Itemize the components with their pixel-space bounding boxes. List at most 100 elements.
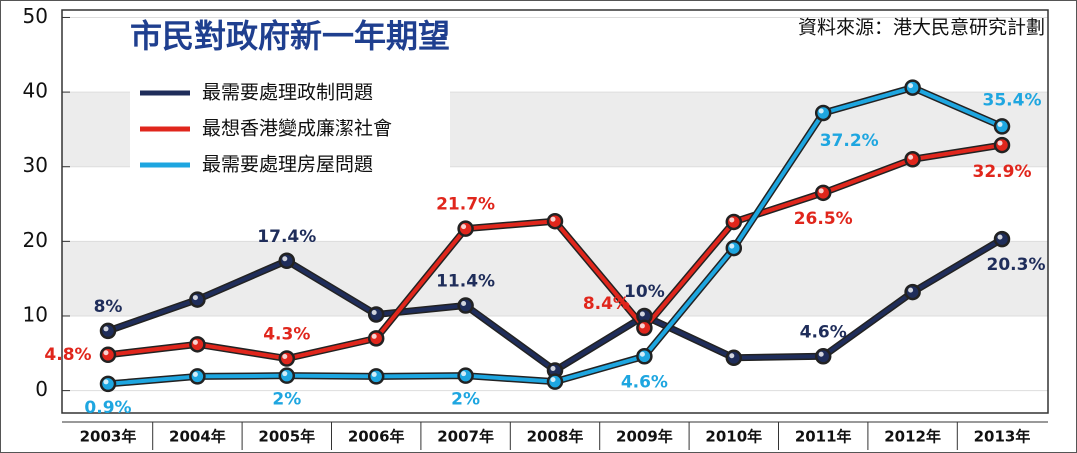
point-highlight	[997, 121, 1003, 127]
plot-frame	[61, 9, 1049, 414]
y-tick-label: 0	[35, 377, 48, 401]
point	[904, 79, 921, 96]
point	[457, 220, 474, 237]
point-highlight	[550, 377, 556, 383]
point-highlight	[818, 188, 824, 194]
value-label: 4.6%	[621, 372, 668, 392]
point-highlight	[818, 108, 824, 114]
x-tick-label: 2009年	[616, 428, 673, 446]
point	[546, 212, 564, 230]
point	[636, 348, 653, 365]
value-label: 8%	[94, 297, 123, 317]
point-highlight	[461, 371, 467, 377]
band	[62, 241, 1048, 316]
point-highlight	[461, 301, 467, 307]
value-label: 17.4%	[257, 227, 316, 247]
point	[993, 136, 1011, 154]
x-tick-label: 2004年	[169, 428, 226, 446]
point-highlight	[192, 371, 198, 377]
point	[993, 230, 1011, 248]
point-highlight	[282, 371, 288, 377]
point	[993, 118, 1011, 135]
point	[278, 252, 296, 270]
point	[814, 104, 832, 122]
point-highlight	[639, 323, 645, 329]
point-highlight	[192, 295, 198, 301]
point	[99, 322, 117, 340]
point-highlight	[729, 353, 735, 359]
value-label: 32.9%	[973, 162, 1032, 182]
point	[904, 283, 921, 301]
point-highlight	[371, 333, 377, 339]
source: 資料來源：港大民意研究計劃	[798, 17, 1045, 39]
x-tick-label: 2005年	[258, 428, 315, 446]
x-tick-label: 2010年	[705, 428, 762, 446]
value-label: 4.6%	[800, 322, 847, 342]
y-tick-label: 40	[23, 79, 48, 103]
value-label: 0.9%	[84, 398, 131, 418]
point	[99, 346, 117, 364]
point	[278, 350, 296, 367]
point	[725, 349, 743, 367]
point-highlight	[908, 83, 914, 89]
point-highlight	[729, 243, 735, 249]
point	[814, 184, 832, 202]
y-tick-label: 20	[23, 228, 48, 252]
point	[367, 368, 385, 385]
point	[814, 348, 832, 365]
point-highlight	[997, 234, 1003, 240]
legend-label: 最想香港變成廉潔社會	[202, 118, 392, 140]
x-tick-label: 2006年	[348, 428, 405, 446]
point	[367, 330, 385, 347]
x-tick-label: 2012年	[884, 428, 941, 446]
legend-label: 最需要處理政制問題	[202, 82, 373, 104]
legend-label: 最需要處理房屋問題	[202, 154, 373, 176]
point-highlight	[282, 354, 288, 360]
point	[189, 291, 206, 308]
point	[636, 319, 653, 337]
point-highlight	[461, 224, 467, 230]
value-label: 11.4%	[436, 272, 495, 292]
value-label: 4.3%	[263, 325, 310, 345]
point-highlight	[192, 339, 198, 345]
point-highlight	[818, 351, 824, 357]
point	[367, 306, 385, 323]
point	[278, 367, 296, 384]
value-label: 20.3%	[987, 255, 1046, 275]
point-highlight	[908, 154, 914, 160]
x-tick-label: 2008年	[527, 428, 584, 446]
y-tick-label: 50	[23, 4, 48, 28]
point-highlight	[550, 216, 556, 222]
point-highlight	[103, 379, 109, 385]
point	[189, 336, 206, 353]
point-highlight	[639, 311, 645, 317]
point	[189, 368, 206, 385]
y-tick-label: 30	[23, 153, 48, 177]
value-label: 2%	[451, 390, 480, 410]
point-highlight	[282, 256, 288, 262]
value-label: 4.8%	[44, 345, 91, 365]
point-highlight	[908, 287, 914, 293]
y-tick-label: 10	[23, 302, 48, 326]
point-highlight	[103, 350, 109, 356]
value-label: 37.2%	[820, 131, 879, 151]
point	[725, 239, 743, 257]
point-highlight	[371, 371, 377, 377]
value-label: 2%	[272, 390, 301, 410]
x-tick-label: 2007年	[437, 428, 494, 446]
point-highlight	[639, 351, 645, 357]
value-label: 35.4%	[983, 90, 1042, 110]
point-highlight	[729, 217, 735, 223]
point-highlight	[103, 326, 109, 332]
value-label: 10%	[624, 282, 665, 302]
point	[904, 151, 921, 168]
point	[725, 213, 743, 231]
point	[546, 373, 564, 390]
point	[457, 297, 474, 314]
chart-title: 市民對政府新一年期望	[130, 17, 450, 55]
point-highlight	[550, 365, 556, 371]
point	[99, 375, 117, 393]
value-label: 8.4%	[583, 294, 630, 314]
